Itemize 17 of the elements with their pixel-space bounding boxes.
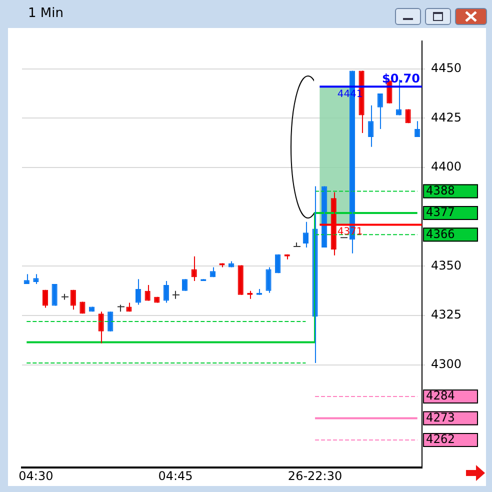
data-label: 4377 [426, 205, 455, 220]
data-label: 4366 [426, 226, 455, 241]
y-tick-label: 4425 [431, 110, 462, 124]
x-tick-label: 04:30 [18, 468, 54, 483]
y-tick-label: 4325 [431, 308, 462, 322]
chart-title: 1 Min [28, 6, 64, 21]
data-label: 4284 [426, 388, 455, 403]
x-tick-label: 26-22:30 [288, 468, 342, 483]
y-tick-label: 4400 [431, 160, 462, 174]
data-label: 4273 [426, 410, 455, 424]
data-label: 4388 [426, 183, 455, 198]
y-tick-label: 4450 [431, 60, 462, 75]
data-label: 4262 [426, 432, 455, 446]
annotation: $0.70 [382, 72, 420, 86]
x-tick-label: 04:45 [158, 468, 193, 483]
y-tick-label: 4350 [431, 258, 462, 272]
y-tick-label: 4300 [431, 357, 462, 372]
